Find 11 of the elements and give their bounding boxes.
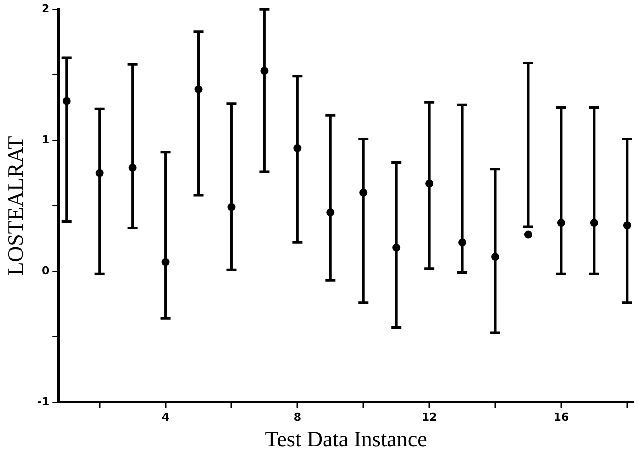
y-axis-title: LOSTEALRAT xyxy=(2,136,28,276)
y-tick-label: 2 xyxy=(42,2,50,16)
y-tick-label: 1 xyxy=(42,133,50,146)
x-tick-label: 8 xyxy=(294,410,302,424)
point xyxy=(524,230,532,239)
x-tick-label: 16 xyxy=(554,410,570,424)
y-tick-label: 0 xyxy=(42,264,50,278)
x-tick-label: 12 xyxy=(422,410,438,424)
y-tick-label: -1 xyxy=(37,395,50,408)
x-tick-label: 4 xyxy=(162,410,170,424)
x-axis-title: Test Data Instance xyxy=(265,426,428,452)
